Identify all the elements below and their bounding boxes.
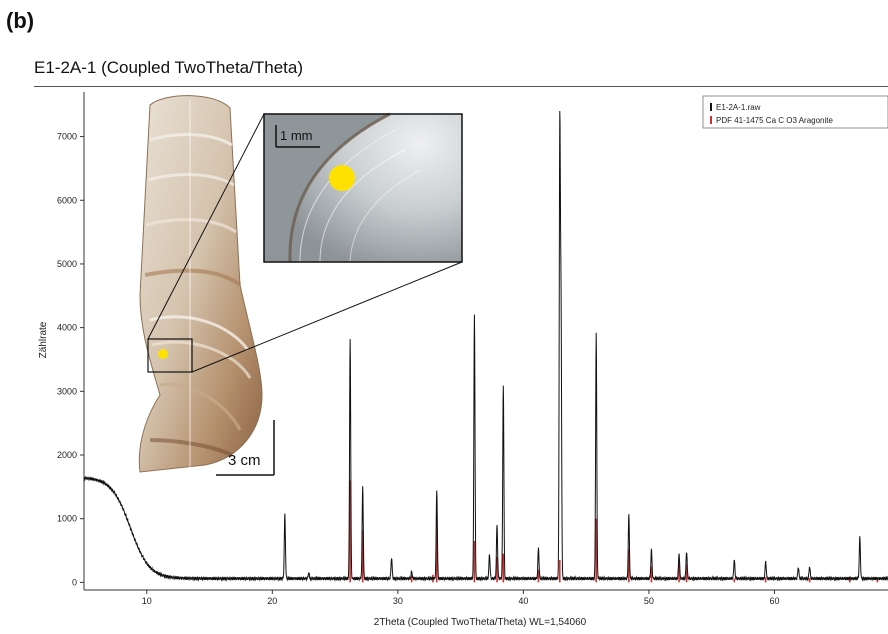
- legend-swatch-reference: [710, 116, 712, 124]
- inset-scale-label: 1 mm: [280, 128, 313, 143]
- raw-pattern-line: [83, 111, 888, 582]
- axis-ticks: 1020304050607001000200030004000500060007…: [57, 132, 780, 606]
- y-tick-label: 5000: [57, 259, 77, 269]
- legend-box: [702, 95, 888, 129]
- x-tick-label: 30: [393, 596, 403, 606]
- panel-label: (b): [6, 8, 35, 33]
- x-tick-label: 60: [769, 596, 779, 606]
- x-axis-label: 2Theta (Coupled TwoTheta/Theta) WL=1,540…: [374, 617, 587, 628]
- inset-micrograph: 1 mm: [263, 112, 463, 263]
- legend-label-raw: E1-2A-1.raw: [716, 103, 761, 112]
- reference-sticks: [349, 480, 879, 583]
- legend: E1-2A-1.raw PDF 41-1475 Ca C O3 Aragonit…: [702, 95, 888, 129]
- x-tick-label: 20: [267, 596, 277, 606]
- y-tick-label: 3000: [57, 386, 77, 396]
- x-tick-label: 10: [142, 596, 152, 606]
- shell-photo: [138, 95, 263, 473]
- y-tick-label: 1000: [57, 514, 77, 524]
- x-tick-label: 40: [518, 596, 528, 606]
- zoom-connector-top: [147, 113, 265, 340]
- legend-label-reference: PDF 41-1475 Ca C O3 Aragonite: [716, 116, 834, 125]
- inset-sample-spot: [329, 165, 355, 191]
- y-tick-label: 6000: [57, 195, 77, 205]
- chart-title: E1-2A-1 (Coupled TwoTheta/Theta): [34, 58, 303, 77]
- title-divider: [34, 86, 888, 87]
- shell-sample-spot: [158, 349, 168, 359]
- x-tick-label: 50: [644, 596, 654, 606]
- y-tick-label: 2000: [57, 450, 77, 460]
- y-tick-label: 0: [72, 577, 77, 587]
- y-tick-label: 4000: [57, 323, 77, 333]
- y-tick-label: 7000: [57, 132, 77, 142]
- zoom-connector-bottom: [191, 261, 463, 373]
- y-axis-label: Zählrate: [38, 321, 49, 358]
- shell-scale-label: 3 cm: [228, 452, 261, 469]
- sample-region-box: [147, 338, 193, 373]
- legend-swatch-raw: [710, 103, 712, 111]
- shell-scale-bar: 3 cm: [216, 420, 275, 476]
